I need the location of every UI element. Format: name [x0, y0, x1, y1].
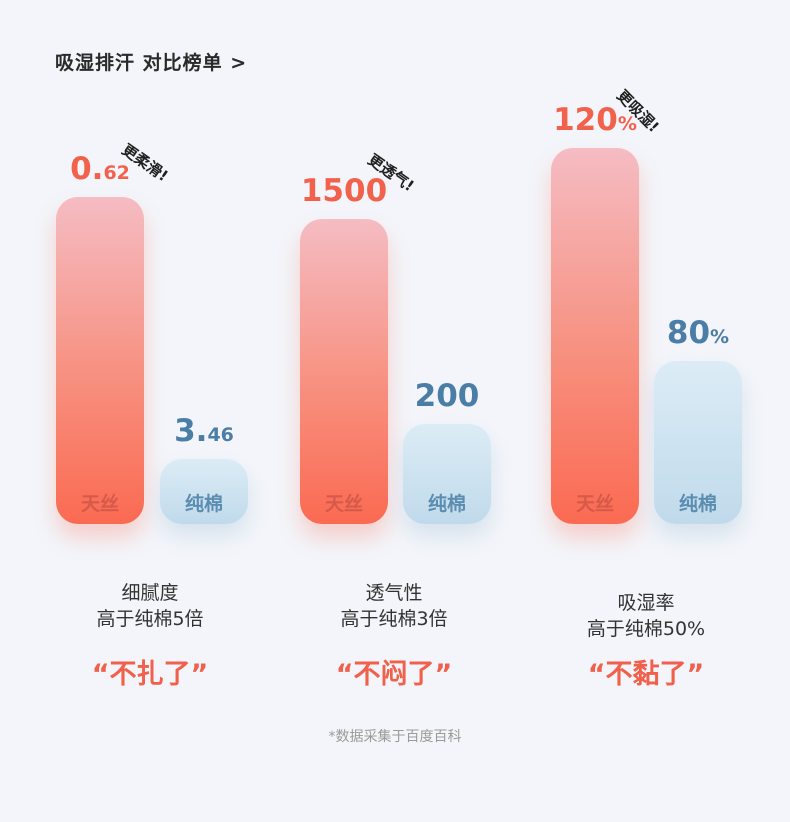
bar-series-label: 纯棉 — [184, 493, 223, 515]
bar-series-label: 天丝 — [324, 493, 363, 515]
slogan-text: “不闷了” — [335, 659, 453, 690]
metric-compare: 高于纯棉5倍 — [96, 608, 204, 630]
bar-value-label: 0.62 — [30, 151, 170, 187]
bar-value-label: 200 — [377, 378, 517, 414]
bar-2-blue: 纯棉 — [403, 424, 491, 524]
slogan-text: “不黏了” — [587, 659, 705, 690]
value-main: 0. — [70, 151, 104, 187]
bar-value-label: 1500 — [274, 173, 414, 209]
value-main: 200 — [414, 378, 480, 414]
bar-series-label: 天丝 — [80, 493, 119, 515]
value-main: 120 — [553, 102, 618, 138]
bar-value-label: 3.46 — [134, 413, 274, 449]
metric-caption: 吸湿率高于纯棉50% — [546, 590, 746, 642]
value-main: 80 — [666, 315, 711, 351]
value-small: 46 — [207, 424, 234, 446]
metric-name: 吸湿率 — [617, 592, 675, 614]
bar-series-label: 纯棉 — [427, 493, 466, 515]
value-small: % — [710, 326, 730, 348]
value-small: % — [617, 113, 637, 135]
metric-compare: 高于纯棉50% — [586, 618, 706, 640]
metric-name: 细腻度 — [121, 582, 179, 604]
bar-3-blue: 纯棉 — [654, 361, 742, 524]
metric-compare: 高于纯棉3倍 — [340, 608, 448, 630]
metric-caption: 细腻度高于纯棉5倍 — [50, 580, 250, 632]
bar-series-label: 天丝 — [575, 493, 614, 515]
metric-name: 透气性 — [365, 582, 423, 604]
value-main: 3. — [174, 413, 208, 449]
bar-series-label: 纯棉 — [678, 493, 717, 515]
page-title[interactable]: 吸湿排汗 对比榜单 > — [55, 52, 248, 74]
bar-value-label: 80% — [628, 315, 768, 351]
bar-3-red: 天丝 — [551, 148, 639, 524]
slogan-text: “不扎了” — [91, 659, 209, 690]
value-small: 62 — [103, 162, 130, 184]
bar-value-label: 120% — [525, 102, 665, 138]
source-note: *数据采集于百度百科 — [328, 729, 462, 745]
bar-1-blue: 纯棉 — [160, 459, 248, 524]
value-main: 1500 — [300, 173, 388, 209]
metric-caption: 透气性高于纯棉3倍 — [294, 580, 494, 632]
bar-1-red: 天丝 — [56, 197, 144, 524]
bar-2-red: 天丝 — [300, 219, 388, 524]
